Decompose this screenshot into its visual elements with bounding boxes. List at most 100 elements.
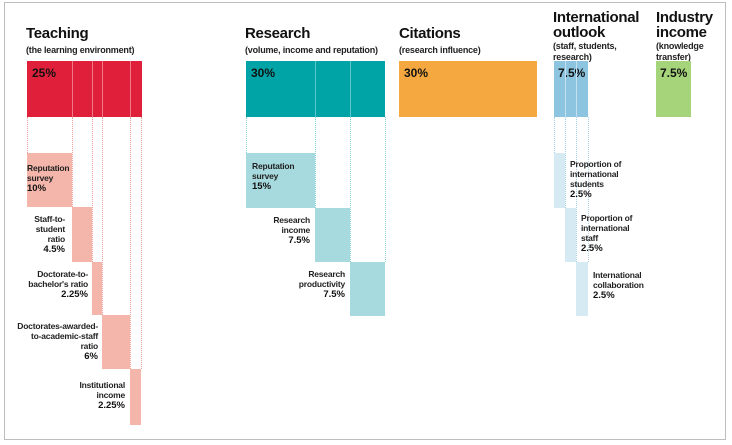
label-line: survey: [27, 173, 54, 183]
label-line: Proportion of: [581, 213, 633, 223]
teaching-doctorates-awarded-label: Doctorates-awarded- to-academic-staff ra…: [17, 321, 98, 363]
label-line: Reputation: [27, 163, 70, 173]
guide-line: [315, 117, 316, 208]
citations-subtitle: (research influence): [399, 45, 481, 55]
teaching-doctorates-awarded-bar: [102, 315, 130, 369]
teaching-doctorate-ratio-bar: [92, 262, 102, 315]
citations-weight: 30%: [404, 66, 429, 80]
teaching-staff-ratio-label: Staff-to- student ratio 4.5%: [34, 214, 65, 256]
teaching-doctorate-ratio-label: Doctorate-to- bachelor's ratio 2.25%: [28, 269, 88, 301]
label-line: staff: [581, 233, 598, 243]
label-line: Research: [308, 269, 345, 279]
label-line: international: [570, 169, 619, 179]
international-title: International outlook: [553, 10, 639, 40]
label-line: productivity: [298, 279, 345, 289]
teaching-divider: [102, 61, 103, 117]
intl-students-label: Proportion of international students 2.5…: [570, 159, 621, 201]
citations-main-bar: 30%: [399, 61, 537, 117]
subtitle-line: research): [553, 52, 592, 62]
label-line: to-academic-staff: [31, 331, 98, 341]
guide-line: [72, 117, 73, 207]
teaching-staff-ratio-bar: [72, 207, 92, 262]
research-main-bar: 30%: [246, 61, 385, 117]
label-line: bachelor's ratio: [28, 279, 88, 289]
label-line: ratio: [80, 341, 99, 351]
value: 4.5%: [43, 244, 65, 255]
value: 10%: [27, 183, 47, 194]
value: 2.5%: [570, 189, 592, 200]
label-line: student: [35, 224, 65, 234]
intl-collaboration-label: International collaboration 2.5%: [593, 270, 644, 302]
industry-main-bar: 7.5%: [656, 61, 691, 117]
label-line: collaboration: [593, 280, 644, 290]
research-income-label: Research income 7.5%: [273, 215, 310, 247]
value: 2.25%: [98, 400, 125, 411]
teaching-title: Teaching: [26, 25, 89, 42]
label-line: Institutional: [79, 380, 125, 390]
value: 15%: [252, 181, 272, 192]
guide-line: [92, 117, 93, 262]
label-line: income: [96, 390, 125, 400]
guide-line: [130, 117, 131, 369]
intl-staff-bar: [565, 208, 576, 262]
research-weight: 30%: [251, 66, 276, 80]
intl-staff-label: Proportion of international staff 2.5%: [581, 213, 632, 255]
teaching-divider: [92, 61, 93, 117]
title-line: Industry: [656, 9, 713, 26]
guide-line: [554, 117, 555, 153]
guide-line: [141, 117, 142, 369]
teaching-income-label: Institutional income 2.25%: [79, 380, 125, 412]
teaching-divider: [72, 61, 73, 117]
international-subtitle: (staff, students, research): [553, 41, 617, 63]
research-reputation-label: Reputation survey 15%: [252, 161, 295, 193]
guide-line: [27, 117, 28, 153]
research-title: Research: [245, 25, 311, 42]
research-divider: [315, 61, 316, 117]
value: 2.5%: [593, 290, 615, 301]
label-line: Doctorate-to-: [37, 269, 88, 279]
title-line: income: [656, 24, 707, 41]
value: 7.5%: [323, 289, 345, 300]
research-income-bar: [315, 208, 350, 262]
label-line: ratio: [47, 234, 66, 244]
guide-line: [246, 117, 247, 153]
label-line: International: [593, 270, 642, 280]
subtitle-line: (knowledge: [656, 41, 704, 51]
research-productivity-label: Research productivity 7.5%: [299, 269, 345, 301]
industry-title: Industry income: [656, 10, 713, 40]
international-weight: 7.5%: [558, 66, 586, 80]
guide-line: [350, 117, 351, 262]
label-line: survey: [252, 171, 279, 181]
value: 6%: [84, 351, 98, 362]
research-productivity-bar: [350, 262, 385, 316]
title-line: outlook: [553, 24, 606, 41]
international-divider: [565, 61, 566, 117]
label-line: Research: [273, 215, 310, 225]
label-line: income: [281, 225, 310, 235]
research-subtitle: (volume, income and reputation): [245, 45, 378, 55]
research-reputation-bar: [246, 153, 315, 208]
teaching-income-bar: [130, 369, 141, 425]
teaching-weight: 25%: [32, 66, 57, 80]
teaching-divider: [130, 61, 131, 117]
label-line: Reputation: [252, 161, 295, 171]
international-main-bar: 7.5%: [554, 61, 588, 117]
title-line: International: [553, 9, 640, 26]
teaching-reputation-bar: [27, 153, 72, 207]
intl-collaboration-bar: [576, 262, 588, 316]
guide-line: [102, 117, 103, 315]
research-divider: [350, 61, 351, 117]
citations-title: Citations: [399, 25, 461, 42]
guide-line: [385, 117, 386, 262]
label-line: Proportion of: [570, 159, 622, 169]
subtitle-line: transfer): [656, 52, 691, 62]
industry-weight: 7.5%: [660, 66, 688, 80]
value: 2.25%: [61, 289, 88, 300]
label-line: Staff-to-: [34, 214, 65, 224]
value: 7.5%: [288, 235, 310, 246]
label-line: Doctorates-awarded-: [17, 321, 98, 331]
international-divider: [576, 61, 577, 117]
industry-subtitle: (knowledge transfer): [656, 41, 704, 63]
guide-line: [565, 117, 566, 208]
label-line: international: [581, 223, 630, 233]
